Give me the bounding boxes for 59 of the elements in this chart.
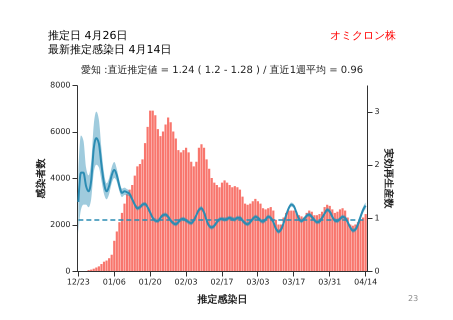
bar xyxy=(188,152,190,271)
bar xyxy=(292,210,295,271)
y-tick-label: 4000 xyxy=(50,174,70,182)
bar xyxy=(270,207,272,271)
x-tick-label: 01/20 xyxy=(138,278,162,286)
x-tick-label: 02/03 xyxy=(174,278,198,286)
bar xyxy=(326,204,328,271)
y-tick-label: 2000 xyxy=(50,220,70,229)
bar xyxy=(100,264,103,271)
y-tick-label: 0 xyxy=(65,266,70,276)
bar xyxy=(359,220,362,271)
y-axis-title: 感染者数 xyxy=(35,158,48,200)
bar xyxy=(182,150,185,271)
x-tick-label: 04/14 xyxy=(354,278,378,286)
bar xyxy=(249,204,252,271)
bar xyxy=(231,187,234,271)
x-tick-label: 02/17 xyxy=(210,278,234,286)
bar xyxy=(272,210,274,271)
y2-tick-label: 3 xyxy=(374,107,380,116)
bar xyxy=(252,201,254,271)
bar xyxy=(362,218,364,271)
bar xyxy=(102,262,106,271)
bar xyxy=(95,268,98,271)
y-tick-label: 6000 xyxy=(50,127,70,136)
bar xyxy=(105,260,108,271)
bar xyxy=(267,208,270,271)
y2-tick-label: 0 xyxy=(374,266,380,276)
bar xyxy=(223,180,226,271)
x-tick-label: 03/17 xyxy=(282,278,306,286)
bar xyxy=(152,110,154,271)
text: 最新推定感染日 4月14日 xyxy=(48,42,172,57)
line-series xyxy=(77,137,367,233)
text: オミクロン株 xyxy=(330,28,396,43)
text: 推定日 4月26日 xyxy=(48,28,128,43)
chart-title: 愛知 :直近推定値 = 1.24 ( 1.2 - 1.28 ) / 直近1週平均 = 0.96 xyxy=(80,64,364,76)
y2-tick-label: 2 xyxy=(374,160,380,170)
bar xyxy=(234,186,236,271)
bar xyxy=(331,209,334,271)
bar xyxy=(290,210,292,271)
y-tick-label: 8000 xyxy=(50,80,70,90)
bar xyxy=(328,206,331,271)
bar xyxy=(149,110,152,271)
bar xyxy=(108,258,110,271)
y2-tick-label: 1 xyxy=(374,213,380,222)
bar xyxy=(310,212,313,271)
bar xyxy=(352,226,354,271)
bar xyxy=(308,210,310,271)
bar xyxy=(180,152,182,271)
x-tick-label: 03/31 xyxy=(318,278,342,286)
bar xyxy=(288,210,290,271)
text: 23 xyxy=(408,294,418,303)
bar xyxy=(364,214,367,271)
bar xyxy=(220,182,224,271)
x-tick-label: 01/06 xyxy=(102,278,126,286)
x-axis-title: 推定感染日 xyxy=(196,294,248,306)
x-tick-label: 03/03 xyxy=(246,278,270,286)
bar xyxy=(228,184,231,271)
x-tick-label: 12/23 xyxy=(66,278,90,286)
y2-axis-title: 実効再生産数 xyxy=(382,148,395,210)
